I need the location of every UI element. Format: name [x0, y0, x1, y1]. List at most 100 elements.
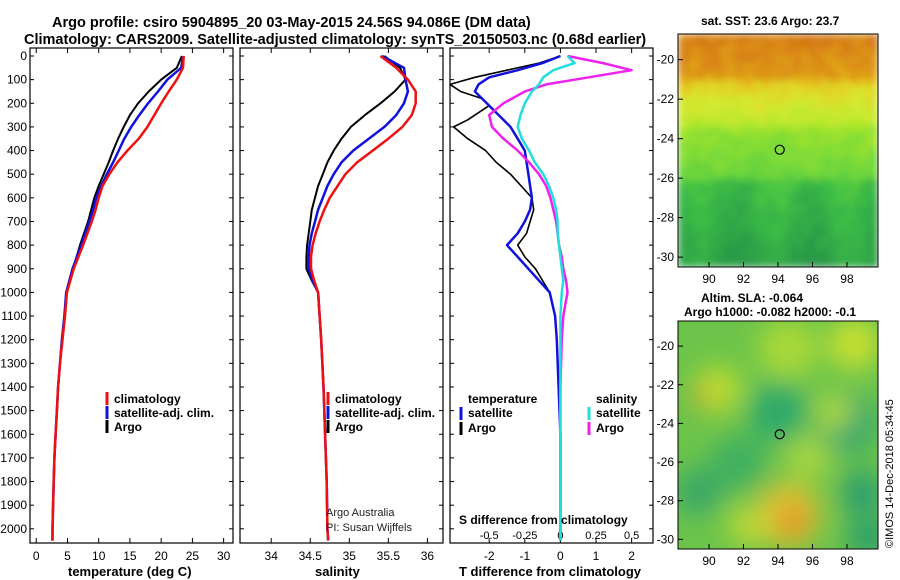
pi-credit: PI: Susan Wijffels — [326, 522, 412, 534]
sst-cell — [801, 185, 809, 192]
sst-cell — [748, 167, 756, 175]
sst-cell — [813, 138, 820, 146]
sst-cell — [801, 243, 809, 251]
sst-cell — [830, 202, 838, 210]
sst-cell — [778, 197, 785, 204]
sst-cell — [725, 162, 732, 169]
sst-cell — [772, 80, 779, 88]
x-tick-label: 34.5 — [299, 549, 323, 563]
sst-cell — [807, 173, 814, 181]
sst-cell — [778, 226, 785, 233]
sst-cell — [683, 162, 691, 169]
sst-cell — [825, 127, 832, 134]
sst-cell — [754, 185, 761, 192]
sst-cell — [748, 243, 756, 251]
sst-cell — [830, 220, 838, 227]
sst-cell — [754, 121, 761, 128]
sst-cell — [707, 173, 714, 181]
sst-cell — [795, 202, 803, 210]
sst-cell — [754, 74, 761, 82]
sst-cell — [719, 179, 726, 187]
sst-cell — [830, 249, 838, 256]
sst-cell — [713, 45, 720, 53]
sst-cell — [842, 34, 850, 41]
sst-cell — [760, 80, 767, 88]
sst-cell — [813, 197, 820, 204]
sst-cell — [778, 127, 785, 134]
sst-cell — [813, 237, 820, 245]
sst-cell — [866, 243, 873, 251]
sst-cell — [783, 80, 791, 88]
sst-cell — [848, 98, 856, 105]
sst-cell — [748, 226, 756, 233]
sst-cell — [760, 127, 767, 134]
sst-cell — [860, 138, 867, 146]
sst-cell — [766, 63, 773, 70]
sst-cell — [754, 249, 761, 256]
sst-cell — [872, 109, 878, 117]
sst-cell — [766, 214, 773, 221]
sst-cell — [760, 202, 767, 210]
sst-cell — [766, 109, 773, 117]
sst-cell — [766, 226, 773, 233]
sst-cell — [842, 74, 850, 82]
sst-cell — [778, 249, 785, 256]
sst-cell — [813, 202, 820, 210]
sst-cell — [683, 138, 691, 146]
sst-cell — [683, 68, 691, 76]
sst-cell — [783, 214, 791, 221]
sst-cell — [707, 68, 714, 76]
sst-cell — [830, 138, 838, 146]
sst-cell — [801, 127, 809, 134]
sst-cell — [872, 121, 878, 128]
sst-cell — [830, 173, 838, 181]
map-lon-label: 94 — [771, 554, 785, 568]
sst-cell — [713, 191, 720, 198]
sst-cell — [842, 51, 850, 58]
sst-cell — [866, 167, 873, 175]
sst-cell — [683, 249, 691, 256]
sst-cell — [860, 214, 867, 221]
sst-cell — [789, 220, 797, 227]
sst-cell — [748, 255, 756, 262]
sst-cell — [695, 261, 703, 267]
sst-cell — [678, 208, 685, 216]
sst-cell — [695, 243, 703, 251]
sst-cell — [842, 167, 850, 175]
sst-cell — [683, 202, 691, 210]
sst-cell — [783, 144, 791, 152]
sst-cell — [872, 232, 878, 239]
sst-cell — [801, 86, 809, 93]
sst-cell — [725, 249, 732, 256]
sst-cell — [778, 34, 785, 41]
sst-cell — [695, 133, 703, 140]
sst-cell — [772, 103, 779, 111]
sst-cell — [830, 86, 838, 93]
sst-cell — [701, 156, 709, 163]
sla-anomaly-blob — [758, 321, 818, 379]
sst-cell — [813, 80, 820, 88]
sst-cell — [730, 179, 738, 187]
sst-cell — [730, 150, 738, 157]
sst-cell — [772, 232, 779, 239]
sst-cell — [678, 51, 685, 58]
sst-cell — [801, 57, 809, 64]
sst-cell — [683, 121, 691, 128]
sst-cell — [678, 92, 685, 99]
sst-cell — [719, 57, 726, 64]
s-tick-label: 0.5 — [624, 530, 639, 542]
sst-cell — [825, 92, 832, 99]
sst-cell — [772, 150, 779, 157]
sst-cell — [807, 121, 814, 128]
depth-tick-label: 0 — [20, 49, 27, 63]
sst-cell — [678, 191, 685, 198]
s-tick-label: -0.5 — [480, 530, 499, 542]
sst-cell — [742, 261, 750, 267]
sst-cell — [778, 255, 785, 262]
legend-title-temperature: temperature — [468, 392, 538, 406]
sst-cell — [783, 86, 791, 93]
sst-cell — [801, 191, 809, 198]
sst-cell — [719, 68, 726, 76]
sst-cell — [860, 237, 867, 245]
sst-cell — [707, 92, 714, 99]
